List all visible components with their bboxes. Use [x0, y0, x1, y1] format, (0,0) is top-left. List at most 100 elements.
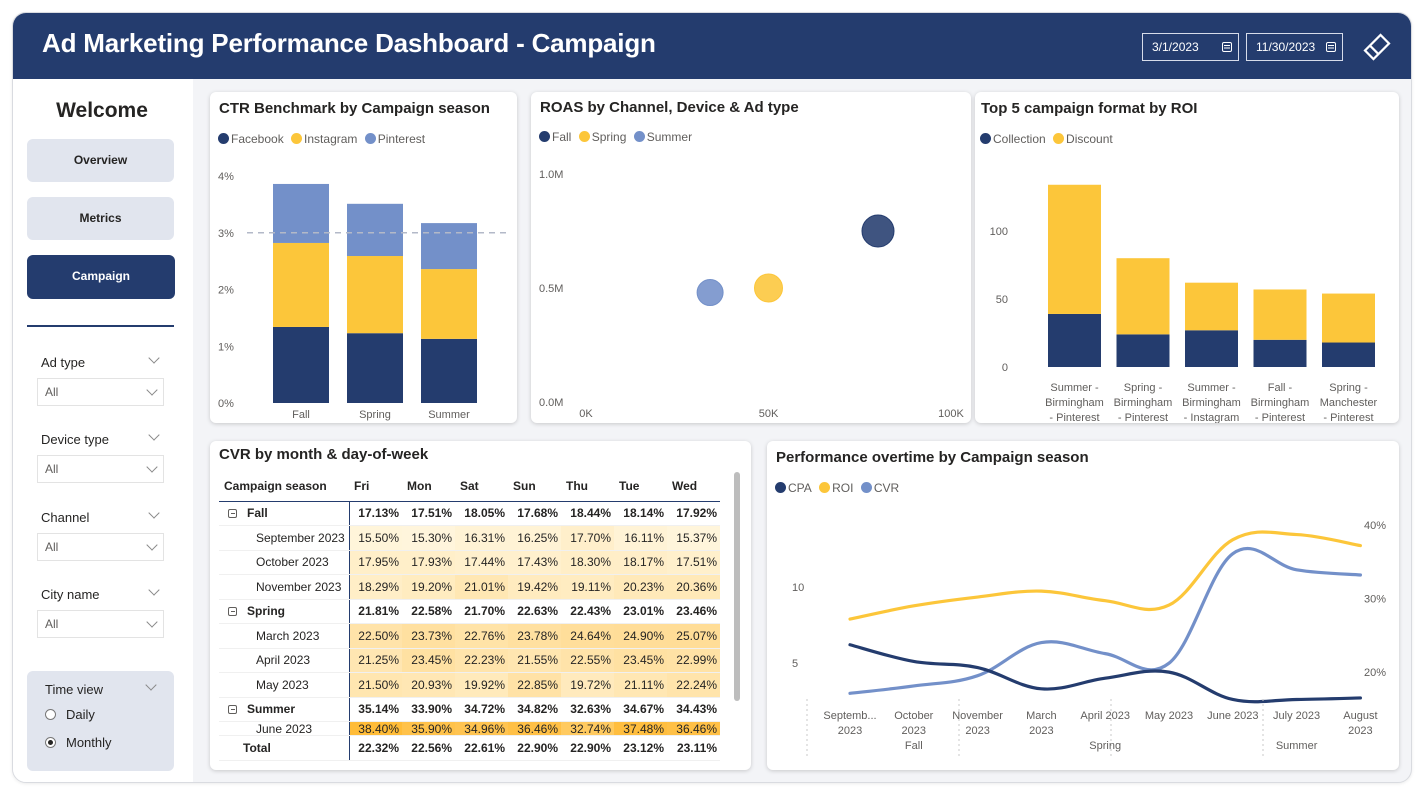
table-cell: 21.50%	[349, 672, 402, 698]
x-tick-label: 2023	[1029, 725, 1053, 737]
legend-item[interactable]: Pinterest	[364, 132, 425, 146]
nav-campaign-button[interactable]: Campaign	[27, 255, 175, 299]
radio-button-icon[interactable]	[45, 709, 56, 720]
column-header[interactable]: Tue	[614, 471, 667, 502]
chevron-down-icon[interactable]	[148, 584, 160, 596]
table-cell: 23.01%	[614, 599, 667, 624]
y-tick-label: 0.5M	[539, 283, 563, 295]
table-cell: 15.50%	[349, 525, 402, 551]
table-cell: 23.73%	[402, 623, 455, 649]
row-label: Spring	[247, 604, 285, 619]
legend-label: Discount	[1066, 132, 1113, 146]
row-header[interactable]: Fall	[219, 501, 350, 526]
table-cell: 20.93%	[402, 672, 455, 698]
legend-dot-icon	[539, 131, 550, 142]
column-header[interactable]: Thu	[561, 471, 614, 502]
column-header[interactable]: Fri	[349, 471, 402, 502]
table-cell: 21.01%	[455, 574, 508, 600]
table-cell: 19.92%	[455, 672, 508, 698]
x-tick-label: - Pinterest	[1323, 412, 1373, 423]
legend-item[interactable]: Collection	[980, 132, 1046, 146]
table-cell: 21.25%	[349, 648, 402, 673]
legend-item[interactable]: Spring	[578, 130, 626, 144]
x-tick-label: 2023	[902, 725, 926, 737]
radio-daily-label: Daily	[66, 707, 95, 722]
city-name-dropdown[interactable]: All	[37, 610, 164, 638]
header-bar: Ad Marketing Performance Dashboard - Cam…	[13, 13, 1411, 79]
end-date-value: 11/30/2023	[1256, 40, 1316, 54]
row-label: June 2023	[256, 722, 313, 736]
table-cell: 16.25%	[508, 525, 561, 551]
table-cell: 18.14%	[614, 501, 667, 526]
bar-segment	[1185, 330, 1238, 367]
table-row: November 2023 18.29% 19.20% 21.01% 19.42% 19.…	[219, 574, 720, 600]
channel-dropdown[interactable]: All	[37, 533, 164, 561]
chevron-down-icon[interactable]	[148, 352, 160, 364]
column-header[interactable]: Sun	[508, 471, 561, 502]
legend-label: CPA	[788, 481, 812, 495]
legend-item[interactable]: Fall	[539, 130, 571, 144]
start-date-input[interactable]: 3/1/2023	[1142, 33, 1239, 61]
performance-chart: 5 10 20% 30% 40% Septemb... 2023 October 2023 Nov…	[792, 520, 1386, 759]
table-cell: 32.63%	[561, 697, 614, 722]
table-row: March 2023 22.50% 23.73% 22.76% 23.78% 24.64%…	[219, 623, 720, 649]
radio-monthly[interactable]: Monthly	[45, 735, 112, 750]
row-header[interactable]: Spring	[219, 599, 350, 624]
collapse-icon[interactable]	[228, 607, 237, 617]
time-view-slicer: Time view Daily Monthly	[27, 671, 174, 771]
eraser-icon[interactable]	[1362, 32, 1392, 62]
ad-type-dropdown[interactable]: All	[37, 378, 164, 406]
total-cell: 22.90%	[561, 735, 614, 761]
table-cell: 22.43%	[561, 599, 614, 624]
legend-item[interactable]: Summer	[633, 130, 692, 144]
table-cell: 22.63%	[508, 599, 561, 624]
chevron-down-icon	[146, 539, 158, 551]
chevron-down-icon[interactable]	[145, 679, 157, 691]
x-tick-label: Birmingham	[1251, 397, 1310, 409]
column-header[interactable]: Wed	[667, 471, 720, 502]
legend-item[interactable]: Discount	[1053, 132, 1113, 146]
matrix-scrollbar[interactable]	[734, 472, 740, 701]
legend-item[interactable]: Instagram	[291, 132, 357, 146]
time-view-label: Time view	[45, 682, 104, 697]
chevron-down-icon[interactable]	[148, 429, 160, 441]
table-cell: 34.43%	[667, 697, 720, 722]
legend-item[interactable]: CVR	[860, 481, 899, 495]
calendar-icon[interactable]	[1326, 42, 1336, 52]
x-tick-label: May 2023	[1145, 710, 1193, 722]
column-header-row-label[interactable]: Campaign season	[219, 471, 349, 502]
legend-item[interactable]: Facebook	[218, 132, 284, 146]
table-cell: 23.45%	[402, 648, 455, 673]
table-cell: 22.85%	[508, 672, 561, 698]
total-cell: 23.11%	[667, 735, 720, 761]
x-tick-label: October	[894, 710, 933, 722]
row-label: October 2023	[256, 555, 329, 570]
column-header[interactable]: Mon	[402, 471, 455, 502]
table-row: October 2023 17.95% 17.93% 17.44% 17.43% 18.3…	[219, 550, 720, 575]
table-cell: 18.05%	[455, 501, 508, 526]
column-header[interactable]: Sat	[455, 471, 508, 502]
radio-daily[interactable]: Daily	[45, 707, 95, 722]
chevron-down-icon[interactable]	[148, 507, 160, 519]
table-row: June 2023 38.40% 35.90% 34.96% 36.46% 32.74% 3…	[219, 721, 720, 736]
x-tick-label: Birmingham	[1114, 397, 1173, 409]
card-title: CVR by month & day-of-week	[219, 446, 429, 463]
calendar-icon[interactable]	[1222, 42, 1232, 52]
legend-item[interactable]: ROI	[819, 481, 853, 495]
sidebar: Welcome Overview Metrics Campaign Ad typ…	[13, 79, 193, 782]
legend-item[interactable]: CPA	[775, 481, 812, 495]
collapse-icon[interactable]	[228, 705, 237, 715]
bar-segment	[421, 338, 477, 403]
x-tick-label: Septemb...	[823, 710, 876, 722]
bar-segment	[273, 326, 329, 403]
radio-button-selected-icon[interactable]	[45, 737, 56, 748]
device-type-dropdown[interactable]: All	[37, 455, 164, 483]
nav-overview-button[interactable]: Overview	[27, 139, 174, 182]
end-date-input[interactable]: 11/30/2023	[1246, 33, 1343, 61]
table-cell: 21.55%	[508, 648, 561, 673]
legend-dot-icon	[980, 133, 991, 144]
row-header[interactable]: Summer	[219, 697, 350, 722]
nav-metrics-button[interactable]: Metrics	[27, 197, 174, 240]
bar-segment	[1253, 289, 1307, 340]
collapse-icon[interactable]	[228, 509, 237, 519]
